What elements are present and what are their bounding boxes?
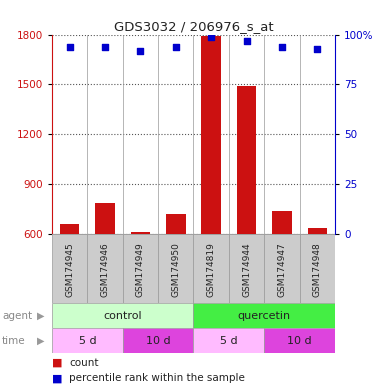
Text: 5 d: 5 d [79, 336, 96, 346]
Bar [272, 211, 291, 234]
Text: GSM174946: GSM174946 [100, 243, 110, 297]
Bar [193, 234, 229, 303]
Point [137, 48, 144, 54]
Text: control: control [104, 311, 142, 321]
Bar [131, 232, 150, 234]
Text: GSM174949: GSM174949 [136, 243, 145, 297]
Point [314, 45, 320, 51]
Point [243, 38, 249, 44]
Bar [264, 234, 300, 303]
Bar [264, 328, 335, 353]
Text: GSM174944: GSM174944 [242, 243, 251, 297]
Point [102, 43, 108, 50]
Bar [158, 234, 193, 303]
Bar [87, 234, 123, 303]
Title: GDS3032 / 206976_s_at: GDS3032 / 206976_s_at [114, 20, 273, 33]
Text: 10 d: 10 d [146, 336, 171, 346]
Text: ▶: ▶ [37, 311, 45, 321]
Bar [166, 214, 186, 234]
Text: count: count [69, 358, 99, 368]
Bar [52, 234, 87, 303]
Point [173, 43, 179, 50]
Text: quercetin: quercetin [238, 311, 291, 321]
Text: ■: ■ [52, 358, 62, 368]
Point [208, 33, 214, 40]
Text: GSM174950: GSM174950 [171, 243, 180, 298]
Text: 5 d: 5 d [220, 336, 238, 346]
Bar [60, 224, 79, 234]
Bar [300, 234, 335, 303]
Bar [95, 203, 115, 234]
Text: GSM174947: GSM174947 [277, 243, 286, 297]
Bar [193, 328, 264, 353]
Point [67, 43, 73, 50]
Text: GSM174945: GSM174945 [65, 243, 74, 297]
Bar [229, 234, 264, 303]
Text: ▶: ▶ [37, 336, 45, 346]
Bar [193, 303, 335, 328]
Bar [237, 86, 256, 234]
Bar [201, 36, 221, 234]
Text: percentile rank within the sample: percentile rank within the sample [69, 373, 245, 383]
Bar [308, 228, 327, 234]
Point [279, 43, 285, 50]
Text: ■: ■ [52, 373, 62, 383]
Bar [123, 234, 158, 303]
Text: GSM174819: GSM174819 [207, 243, 216, 298]
Bar [123, 328, 193, 353]
Text: time: time [2, 336, 25, 346]
Bar [52, 328, 123, 353]
Text: 10 d: 10 d [287, 336, 312, 346]
Text: agent: agent [2, 311, 32, 321]
Text: GSM174948: GSM174948 [313, 243, 322, 297]
Bar [52, 303, 193, 328]
